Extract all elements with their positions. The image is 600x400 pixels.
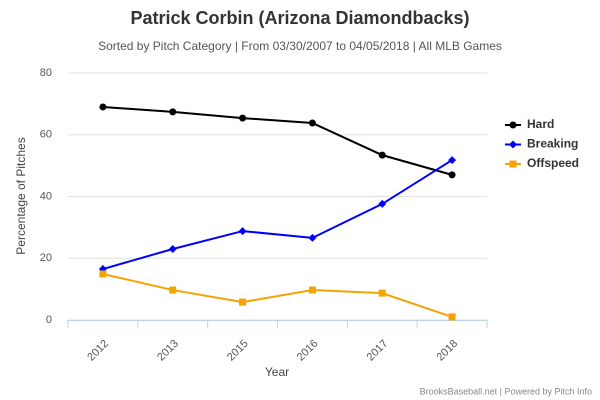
x-tick-label: 2012	[85, 338, 111, 364]
credit: BrooksBaseball.net | Powered by Pitch In…	[420, 386, 592, 396]
y-tick-label: 20	[40, 252, 52, 264]
y-axis-title: Percentage of Pitches	[14, 137, 28, 254]
point	[99, 270, 107, 278]
legend-marker	[509, 160, 517, 168]
x-axis-title: Year	[265, 365, 289, 379]
legend-label: Breaking	[527, 137, 578, 151]
legend-item: Offspeed	[505, 156, 579, 170]
point	[448, 156, 457, 165]
point	[448, 171, 456, 179]
point	[239, 298, 247, 306]
point	[238, 227, 247, 236]
x-tick-label: 2013	[155, 338, 181, 364]
chart-subtitle: Sorted by Pitch Category | From 03/30/20…	[98, 39, 502, 53]
point	[378, 199, 387, 208]
legend-label: Offspeed	[527, 156, 579, 170]
series-line	[102, 105, 453, 176]
x-tick-label: 2018	[434, 338, 460, 364]
y-tick-label: 0	[46, 314, 52, 326]
legend-item: Hard	[505, 117, 554, 131]
point	[378, 151, 386, 159]
point	[169, 108, 177, 116]
point	[168, 244, 177, 253]
point	[239, 114, 247, 122]
point	[169, 286, 177, 294]
point	[308, 233, 317, 242]
x-tick-label: 2016	[295, 338, 321, 364]
point	[308, 119, 316, 127]
legend-marker	[509, 140, 517, 149]
point	[378, 289, 386, 297]
point	[99, 103, 107, 111]
legend-item: Breaking	[505, 137, 578, 151]
y-tick-label: 60	[40, 129, 52, 141]
series-line	[102, 273, 453, 318]
legend-label: Hard	[527, 117, 554, 131]
point	[448, 313, 456, 321]
chart-title: Patrick Corbin (Arizona Diamondbacks)	[130, 8, 469, 28]
y-tick-label: 80	[40, 67, 52, 79]
x-tick-label: 2015	[225, 338, 251, 364]
legend-marker	[509, 121, 517, 129]
point	[308, 286, 316, 294]
series-line	[102, 159, 453, 271]
y-tick-label: 40	[40, 190, 52, 202]
x-tick-label: 2017	[365, 338, 391, 364]
